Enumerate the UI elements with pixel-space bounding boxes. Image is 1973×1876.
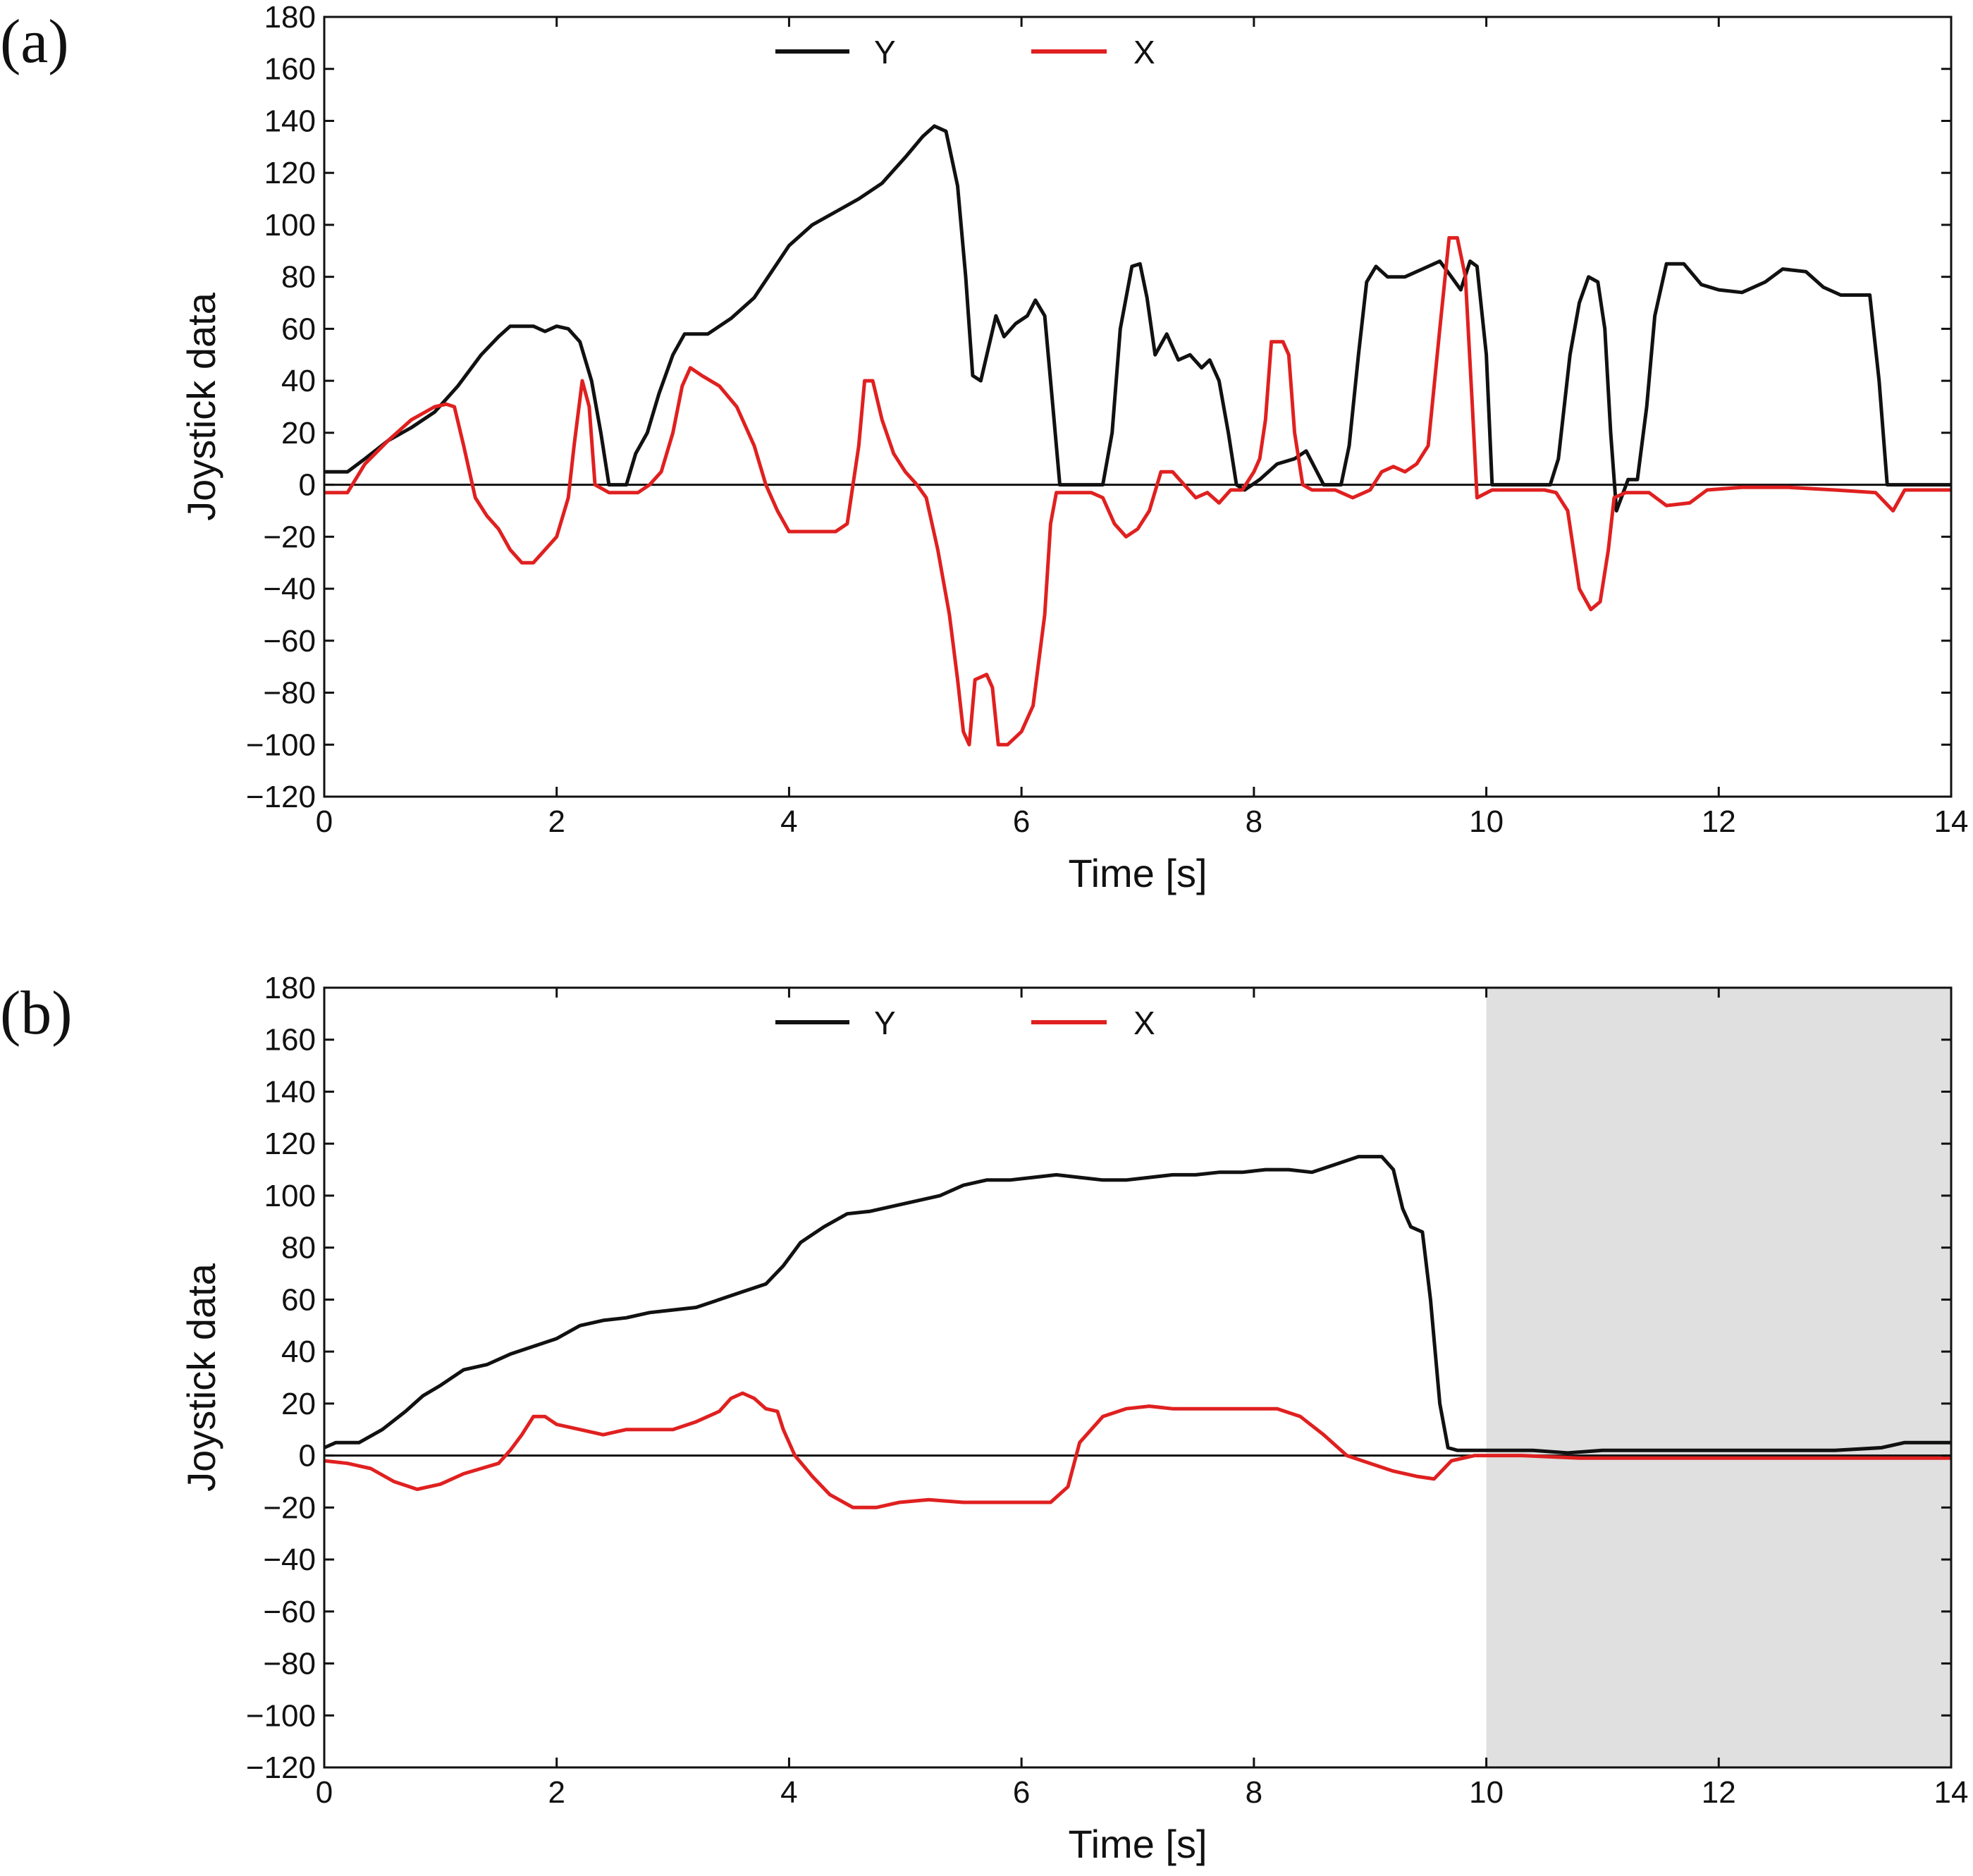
x-tick-label: 0 (316, 804, 333, 839)
legend-label-y: Y (874, 1005, 896, 1041)
y-tick-label: 160 (264, 52, 316, 87)
panel-b-series (323, 1155, 1951, 1509)
y-tick-label: −60 (263, 624, 316, 658)
panel-a-frame (323, 16, 1953, 798)
x-tick-label: 6 (1013, 1775, 1030, 1810)
panel-b-ylabel: Joystick data (179, 1263, 223, 1492)
panel-b-frame (323, 986, 1953, 1769)
y-tick-label: 120 (264, 156, 316, 190)
y-tick-label: −20 (263, 520, 316, 554)
y-tick-label: −60 (263, 1595, 316, 1629)
y-tick-label: 140 (264, 1074, 316, 1109)
y-tick-label: −100 (246, 1698, 316, 1733)
y-tick-label: 140 (264, 104, 316, 138)
y-tick-label: 40 (281, 1335, 316, 1369)
panel-b: (b) 180160140120100806040200−20−40−60−80… (0, 971, 1968, 1866)
legend-label-x: X (1133, 1005, 1155, 1041)
y-tick-label: −40 (263, 572, 316, 606)
x-tick-label: 10 (1469, 1775, 1504, 1810)
x-tick-label: 2 (548, 1775, 565, 1810)
panel-a-ticks: 180160140120100806040200−20−40−60−80−100… (246, 0, 1969, 839)
x-tick-label: 14 (1934, 804, 1969, 839)
x-tick-label: 12 (1702, 1775, 1736, 1810)
y-tick-label: 160 (264, 1023, 316, 1057)
y-tick-label: −80 (263, 1647, 316, 1681)
y-tick-label: 120 (264, 1127, 316, 1161)
panel-b-xlabel: Time [s] (1068, 1822, 1207, 1866)
panel-b-legend: Y X (775, 1005, 1155, 1041)
shaded-region (1486, 988, 1951, 1767)
panel-label-b: (b) (0, 979, 73, 1048)
y-tick-label: −20 (263, 1490, 316, 1525)
x-tick-label: 6 (1013, 804, 1030, 839)
panel-a-series (324, 124, 1951, 747)
series-line-x (324, 1391, 1951, 1509)
panel-a-xlabel: Time [s] (1068, 851, 1207, 895)
y-tick-label: 60 (281, 312, 316, 346)
y-tick-label: 100 (264, 208, 316, 243)
y-tick-label: 60 (281, 1282, 316, 1317)
panel-a-legend: Y X (775, 34, 1155, 70)
x-tick-label: 0 (316, 1775, 333, 1810)
y-tick-label: 180 (264, 971, 316, 1005)
x-tick-label: 4 (780, 804, 797, 839)
y-tick-label: 180 (264, 0, 316, 35)
x-tick-label: 8 (1246, 804, 1262, 839)
series-line-y (323, 1155, 1951, 1455)
y-tick-label: 80 (281, 260, 316, 295)
y-tick-label: 80 (281, 1231, 316, 1265)
panel-a-ylabel: Joystick data (179, 292, 223, 521)
panel-label-a: (a) (0, 8, 69, 76)
series-line-x (324, 235, 1951, 747)
panel-a: (a) 180160140120100806040200−20−40−60−80… (0, 0, 1968, 895)
y-tick-label: −40 (263, 1543, 316, 1577)
y-tick-label: 0 (299, 468, 316, 503)
y-tick-label: 40 (281, 364, 316, 398)
y-tick-label: 100 (264, 1179, 316, 1213)
x-tick-label: 12 (1702, 804, 1736, 839)
x-tick-label: 8 (1246, 1775, 1262, 1810)
panel-b-ticks: 180160140120100806040200−20−40−60−80−100… (246, 971, 1969, 1810)
series-line-y (324, 124, 1951, 513)
y-tick-label: −120 (246, 1751, 316, 1785)
x-tick-label: 4 (780, 1775, 797, 1810)
y-tick-label: 0 (299, 1439, 316, 1473)
x-tick-label: 2 (548, 804, 565, 839)
panel-b-shading (1486, 988, 1951, 1767)
y-tick-label: 20 (281, 1387, 316, 1421)
y-tick-label: −100 (246, 728, 316, 762)
x-tick-label: 10 (1469, 804, 1504, 839)
y-tick-label: −80 (263, 676, 316, 711)
legend-label-y: Y (874, 34, 896, 70)
legend-label-x: X (1133, 34, 1155, 70)
y-tick-label: 20 (281, 416, 316, 450)
y-tick-label: −120 (246, 780, 316, 814)
x-tick-label: 14 (1934, 1775, 1969, 1810)
